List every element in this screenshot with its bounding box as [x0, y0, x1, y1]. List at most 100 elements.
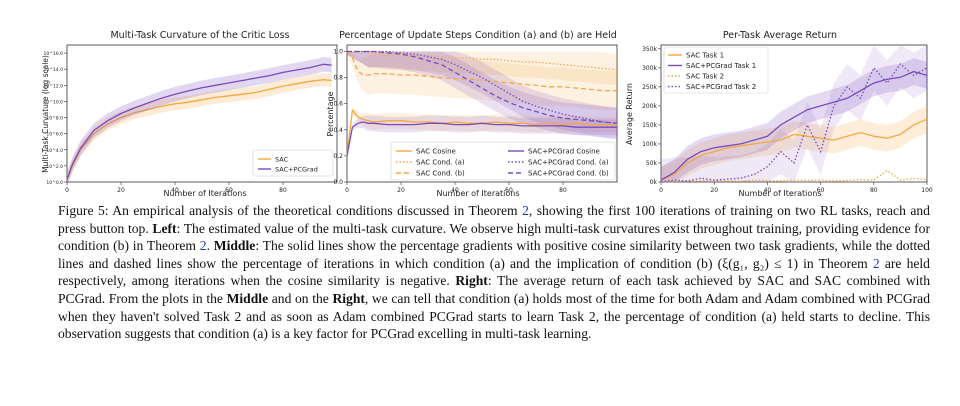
- caption-middle-label: Middle: [226, 290, 269, 306]
- series-line-3: [660, 63, 928, 183]
- right-chart-xlabel: Number of Iterations: [738, 189, 821, 198]
- caption-p8: , we can tell that condition (a) holds m…: [58, 290, 930, 342]
- series-band: [347, 51, 617, 139]
- caption-middle-label: Middle: [213, 238, 256, 254]
- right-chart-ylabel: Average Return: [625, 83, 634, 145]
- series-line-4: [347, 50, 618, 124]
- y-tick-label: 50k: [646, 160, 658, 167]
- caption-lead: Figure 5: An empirical analysis of the t…: [58, 203, 518, 218]
- y-tick-label: 100k: [642, 141, 657, 148]
- series-band: [661, 105, 927, 182]
- middle-chart-title: Percentage of Update Steps Condition (a)…: [339, 30, 617, 41]
- legend-label: SAC Task 2: [686, 73, 724, 81]
- caption-p4: : The solid lines show the percentage gr…: [58, 238, 930, 271]
- series-band: [67, 73, 332, 186]
- series-line-2: [346, 51, 617, 92]
- left-chart-xlabel: Number of Iterations: [163, 189, 246, 198]
- y-tick-label: 150k: [642, 122, 657, 129]
- legend-label: SAC+PCGrad Cond. (a): [528, 159, 609, 167]
- x-tick-label: 60: [505, 187, 513, 194]
- caption-right-label: Right: [455, 273, 488, 289]
- y-tick-label: 10^0.0: [46, 180, 63, 186]
- y-tick-label: 10^12.0: [43, 83, 63, 89]
- series-line-0: [346, 108, 617, 156]
- legend-box: [252, 149, 334, 177]
- series-line-1: [660, 70, 928, 181]
- legend-label: SAC: [275, 156, 289, 164]
- y-tick-label: 10^10.0: [43, 99, 63, 105]
- caption-p5: are held respectively, among iterations …: [58, 255, 930, 289]
- x-tick-label: 40: [451, 187, 459, 194]
- y-tick-label: 10^8.0: [46, 116, 63, 122]
- legend-label: SAC+PCGrad Task 1: [686, 62, 756, 70]
- legend-label: SAC+PCGrad Cosine: [528, 148, 600, 156]
- x-tick-label: 80: [559, 187, 567, 194]
- x-tick-label: 80: [279, 187, 287, 194]
- caption-ref-theorem[interactable]: 2: [522, 203, 529, 218]
- x-tick-label: 60: [225, 187, 233, 194]
- series-band: [347, 51, 617, 139]
- y-tick-label: 0.0: [333, 179, 343, 186]
- y-tick-label: 0.2: [333, 153, 343, 160]
- legend-box: [663, 46, 769, 94]
- y-tick-label: 10^16.0: [43, 51, 63, 57]
- y-tick-label: 10^4.0: [46, 148, 63, 154]
- caption-p1: , showing the first 100 iterations of tr…: [58, 203, 930, 236]
- legend-box: [390, 141, 616, 181]
- legend-label: SAC Cond. (b): [416, 170, 465, 178]
- y-tick-label: 300k: [642, 65, 657, 72]
- x-tick-label: 100: [921, 187, 933, 194]
- x-tick-label: 40: [171, 187, 179, 194]
- y-tick-label: 10^6.0: [46, 132, 63, 138]
- series-line-1: [66, 63, 332, 180]
- series-band: [67, 57, 332, 187]
- right-chart-title: Per-Task Average Return: [723, 30, 837, 41]
- x-tick-label: 0: [65, 187, 69, 194]
- series-line-2: [660, 169, 928, 183]
- figure-caption: Figure 5: An empirical analysis of the t…: [58, 202, 930, 343]
- legend-label: SAC Task 1: [686, 52, 724, 60]
- series-band: [347, 51, 617, 86]
- series-band: [347, 107, 617, 158]
- legend-label: SAC+PCGrad: [275, 166, 318, 174]
- caption-right-label: Right: [332, 290, 365, 306]
- legend-label: SAC+PCGrad Cond. (b): [528, 170, 609, 178]
- middle-chart-xlabel: Number of Iterations: [436, 189, 519, 198]
- x-tick-label: 0: [659, 187, 663, 194]
- series-line-0: [660, 118, 928, 181]
- series-band: [661, 58, 927, 182]
- left-chart: Multi-Task Curvature of the Critic Loss …: [41, 30, 933, 198]
- caption-p2: : The estimated value of the multi-task …: [58, 220, 930, 254]
- caption-p3: .: [206, 238, 210, 254]
- y-tick-label: 200k: [642, 103, 657, 110]
- y-tick-label: 0.4: [333, 127, 343, 134]
- series-line-3: [346, 121, 617, 157]
- series-line-5: [347, 50, 618, 124]
- x-tick-label: 20: [397, 187, 405, 194]
- x-tick-label: 60: [817, 187, 825, 194]
- middle-chart-ylabel: Percentage: [326, 91, 335, 136]
- left-chart-title: Multi-Task Curvature of the Critic Loss: [110, 30, 289, 41]
- y-tick-label: 10^14.0: [43, 67, 63, 73]
- x-tick-label: 20: [710, 187, 718, 194]
- y-tick-label: 250k: [642, 84, 657, 91]
- x-tick-label: 80: [870, 187, 878, 194]
- left-chart-ylabel: Multi-Task Curvature (log scale): [41, 55, 50, 173]
- y-tick-label: 10^2.0: [46, 164, 63, 170]
- y-tick-label: 350k: [642, 46, 657, 53]
- caption-left-label: Left: [152, 220, 177, 236]
- legend-label: SAC+PCGrad Task 2: [686, 83, 756, 91]
- caption-ref-theorem[interactable]: 2: [872, 255, 880, 271]
- caption-ref-theorem[interactable]: 2: [199, 238, 207, 254]
- legend-label: SAC Cosine: [416, 148, 456, 156]
- series-band: [661, 45, 927, 182]
- x-tick-label: 0: [345, 187, 349, 194]
- caption-p7: and on the: [271, 290, 329, 306]
- x-tick-label: 40: [764, 187, 772, 194]
- y-tick-label: 0k: [650, 179, 658, 186]
- y-tick-label: 1.0: [333, 49, 343, 56]
- series-line-0: [66, 79, 332, 180]
- caption-p6: : The average return of each task achiev…: [58, 273, 931, 306]
- x-tick-label: 20: [117, 187, 125, 194]
- y-tick-label: 0.8: [333, 75, 343, 82]
